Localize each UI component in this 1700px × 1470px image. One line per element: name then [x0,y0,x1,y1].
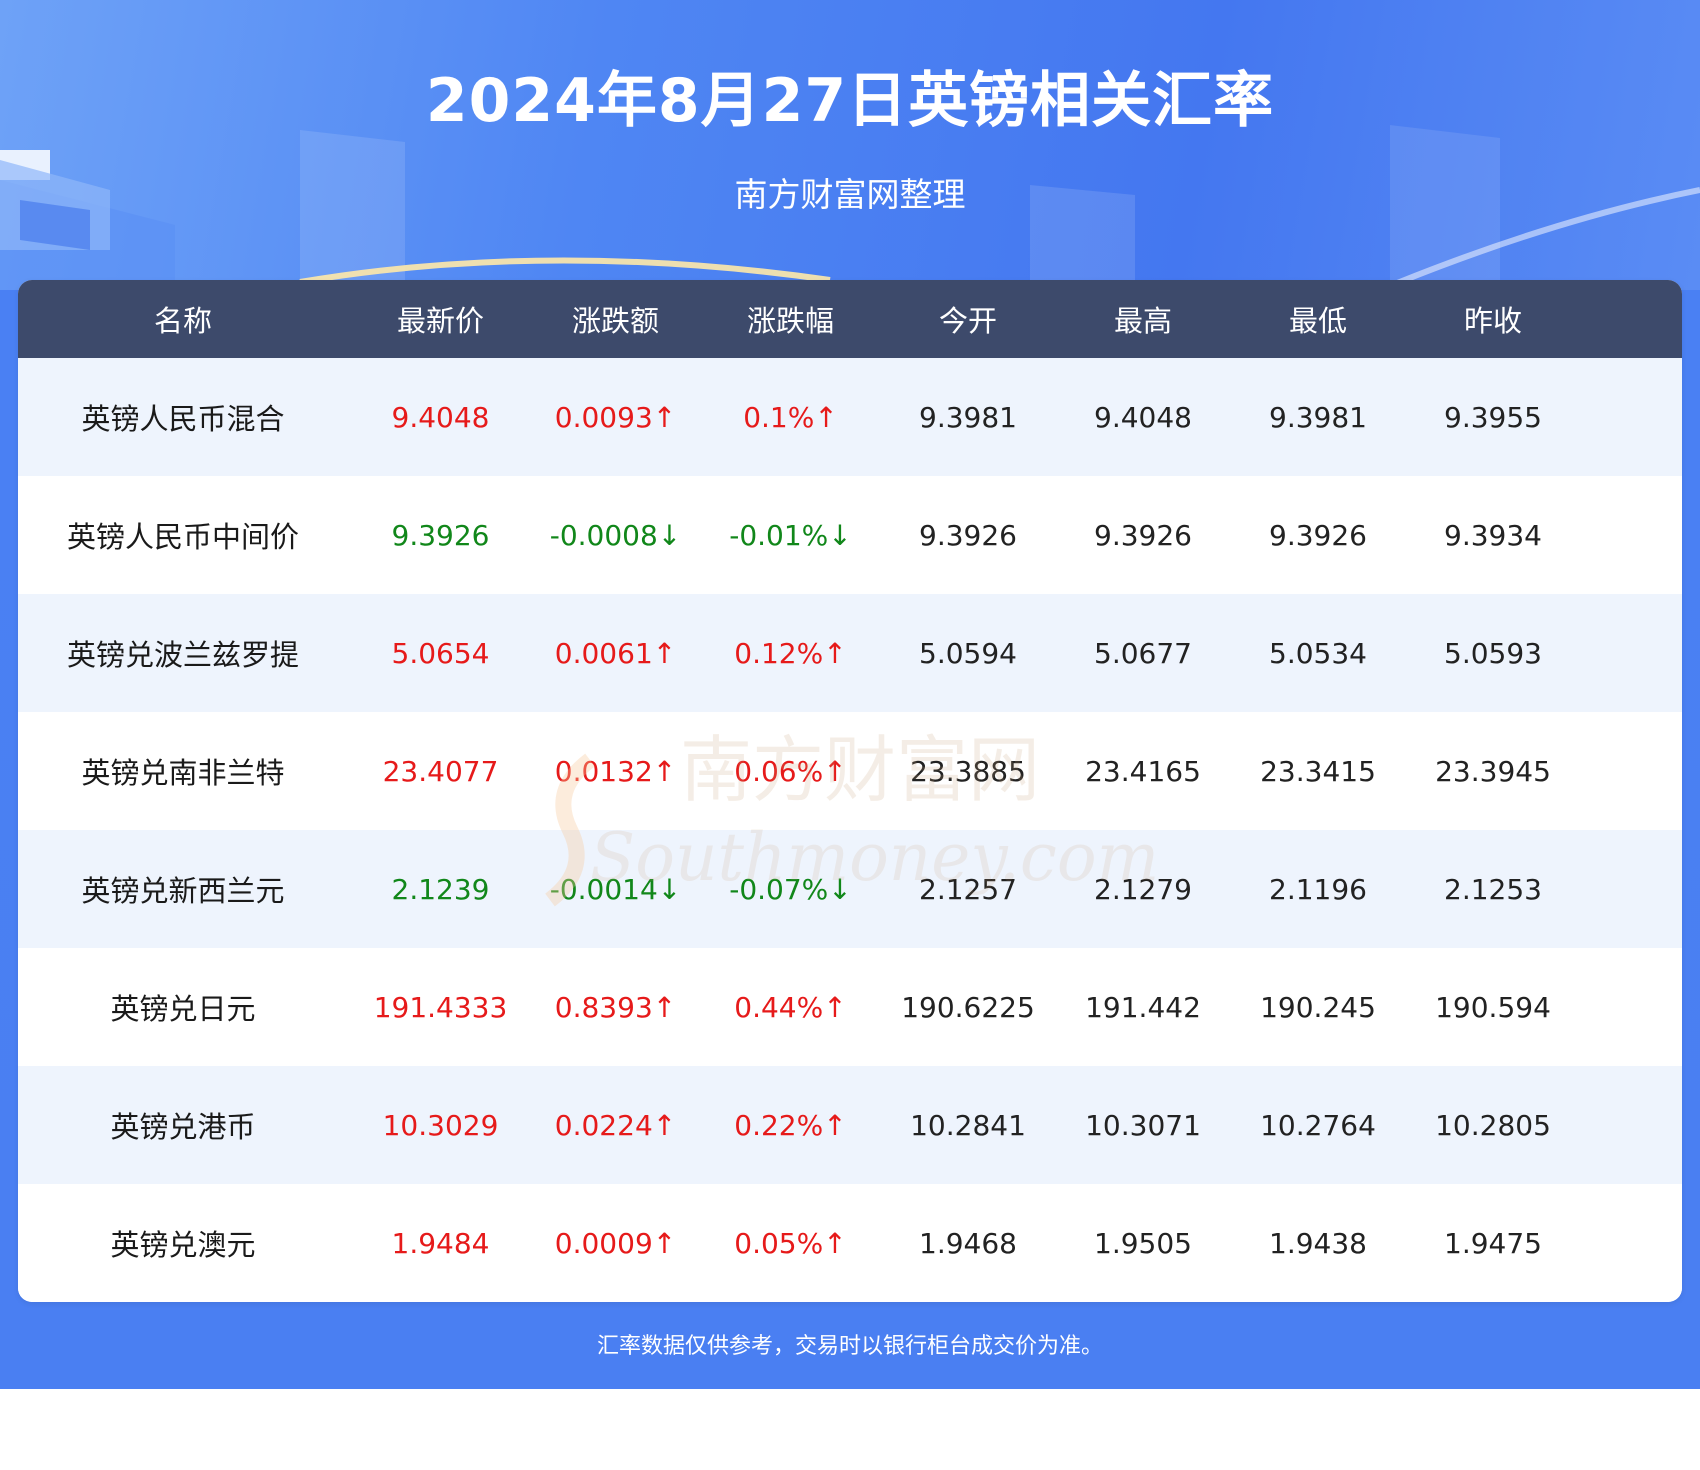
row-prev: 23.3945 [1435,754,1551,788]
row-open: 9.3926 [919,518,1017,552]
row-open: 190.6225 [901,990,1035,1024]
row-low: 190.245 [1260,990,1376,1024]
row-prev: 10.2805 [1435,1108,1551,1142]
row-prev: 190.594 [1435,990,1551,1024]
row-low: 23.3415 [1260,754,1376,788]
page-title: 2024年8月27日英镑相关汇率 [425,66,1275,136]
row-open: 5.0594 [919,636,1017,670]
row-price: 2.1239 [391,872,490,906]
row-prev: 9.3955 [1444,400,1542,434]
col-header-open: 今开 [938,304,997,338]
row-change: -0.0014↓ [549,872,682,906]
row-low: 5.0534 [1269,636,1367,670]
table-row: 英镑兑澳元 1.9484 0.0009↑ 0.05%↑ 1.9468 1.950… [18,1184,1682,1302]
row-price: 9.3926 [391,518,490,552]
row-name: 英镑人民币混合 [81,402,285,436]
col-header-change: 涨跌额 [571,304,659,338]
row-price: 10.3029 [382,1108,499,1142]
table-row: 英镑兑新西兰元 2.1239 -0.0014↓ -0.07%↓ 2.1257 2… [18,830,1682,948]
table-header: 名称 最新价 涨跌额 涨跌幅 今开 最高 最低 昨收 [18,280,1682,358]
row-high: 10.3071 [1085,1108,1201,1142]
row-change: -0.0008↓ [549,518,682,552]
row-price: 23.4077 [382,754,499,788]
row-name: 英镑兑港币 [110,1110,256,1144]
row-high: 9.3926 [1094,518,1192,552]
table-row: 英镑兑港币 10.3029 0.0224↑ 0.22%↑ 10.2841 10.… [18,1066,1682,1184]
row-change: 0.0009↑ [554,1226,677,1260]
table-row: 英镑兑波兰兹罗提 5.0654 0.0061↑ 0.12%↑ 5.0594 5.… [18,594,1682,712]
col-header-price: 最新价 [396,304,484,338]
col-header-name: 名称 [153,304,212,338]
row-low: 9.3926 [1269,518,1367,552]
row-pct: -0.01%↓ [729,518,852,552]
row-name: 英镑兑南非兰特 [81,756,285,790]
row-low: 1.9438 [1269,1226,1367,1260]
row-low: 9.3981 [1269,400,1367,434]
row-pct: -0.07%↓ [729,872,852,906]
row-high: 1.9505 [1094,1226,1192,1260]
row-pct: 0.05%↑ [734,1226,847,1260]
row-price: 9.4048 [391,400,490,434]
row-open: 10.2841 [910,1108,1026,1142]
row-low: 10.2764 [1260,1108,1376,1142]
row-open: 1.9468 [919,1226,1017,1260]
row-name: 英镑兑波兰兹罗提 [66,638,299,672]
footer-note: 汇率数据仅供参考，交易时以银行柜台成交价为准。 [596,1334,1103,1359]
row-high: 5.0677 [1094,636,1192,670]
row-price: 191.4333 [373,990,508,1024]
row-open: 23.3885 [910,754,1026,788]
row-high: 9.4048 [1094,400,1192,434]
row-high: 2.1279 [1094,872,1192,906]
table-row: 英镑兑南非兰特 23.4077 0.0132↑ 0.06%↑ 23.3885 2… [18,712,1682,830]
row-prev: 2.1253 [1444,872,1542,906]
row-open: 2.1257 [919,872,1017,906]
row-pct: 0.06%↑ [734,754,847,788]
building-decoration [0,125,1700,290]
row-pct: 0.44%↑ [734,990,847,1024]
row-change: 0.0224↑ [554,1108,677,1142]
row-change: 0.0132↑ [554,754,677,788]
row-pct: 0.12%↑ [734,636,847,670]
table-row: 英镑人民币中间价 9.3926 -0.0008↓ -0.01%↓ 9.3926 … [18,476,1682,594]
page-banner: 2024年8月27日英镑相关汇率 南方财富网整理 名称 最新价 涨跌额 涨跌幅 … [0,0,1700,1389]
row-open: 9.3981 [919,400,1017,434]
row-prev: 5.0593 [1444,636,1542,670]
row-high: 191.442 [1085,990,1201,1024]
row-high: 23.4165 [1085,754,1201,788]
row-name: 英镑兑日元 [110,992,256,1026]
row-prev: 9.3934 [1444,518,1542,552]
row-change: 0.8393↑ [554,990,677,1024]
col-header-low: 最低 [1288,304,1347,338]
row-change: 0.0093↑ [554,400,677,434]
col-header-pct: 涨跌幅 [746,304,834,338]
row-name: 英镑兑澳元 [110,1228,256,1262]
row-price: 5.0654 [391,636,490,670]
row-change: 0.0061↑ [554,636,677,670]
row-prev: 1.9475 [1444,1226,1542,1260]
row-price: 1.9484 [391,1226,490,1260]
row-name: 英镑人民币中间价 [66,520,299,554]
table-row: 英镑人民币混合 9.4048 0.0093↑ 0.1%↑ 9.3981 9.40… [18,358,1682,476]
col-header-high: 最高 [1113,304,1172,338]
row-pct: 0.22%↑ [734,1108,847,1142]
table-row: 英镑兑日元 191.4333 0.8393↑ 0.44%↑ 190.6225 1… [18,948,1682,1066]
row-pct: 0.1%↑ [743,400,838,434]
row-low: 2.1196 [1269,872,1367,906]
page-subtitle: 南方财富网整理 [734,175,966,214]
col-header-prev: 昨收 [1463,304,1522,338]
hero-header: 2024年8月27日英镑相关汇率 南方财富网整理 [0,0,1700,290]
row-name: 英镑兑新西兰元 [81,874,285,908]
rates-table: 名称 最新价 涨跌额 涨跌幅 今开 最高 最低 昨收 英镑人民币混合 9.404… [18,280,1682,1302]
